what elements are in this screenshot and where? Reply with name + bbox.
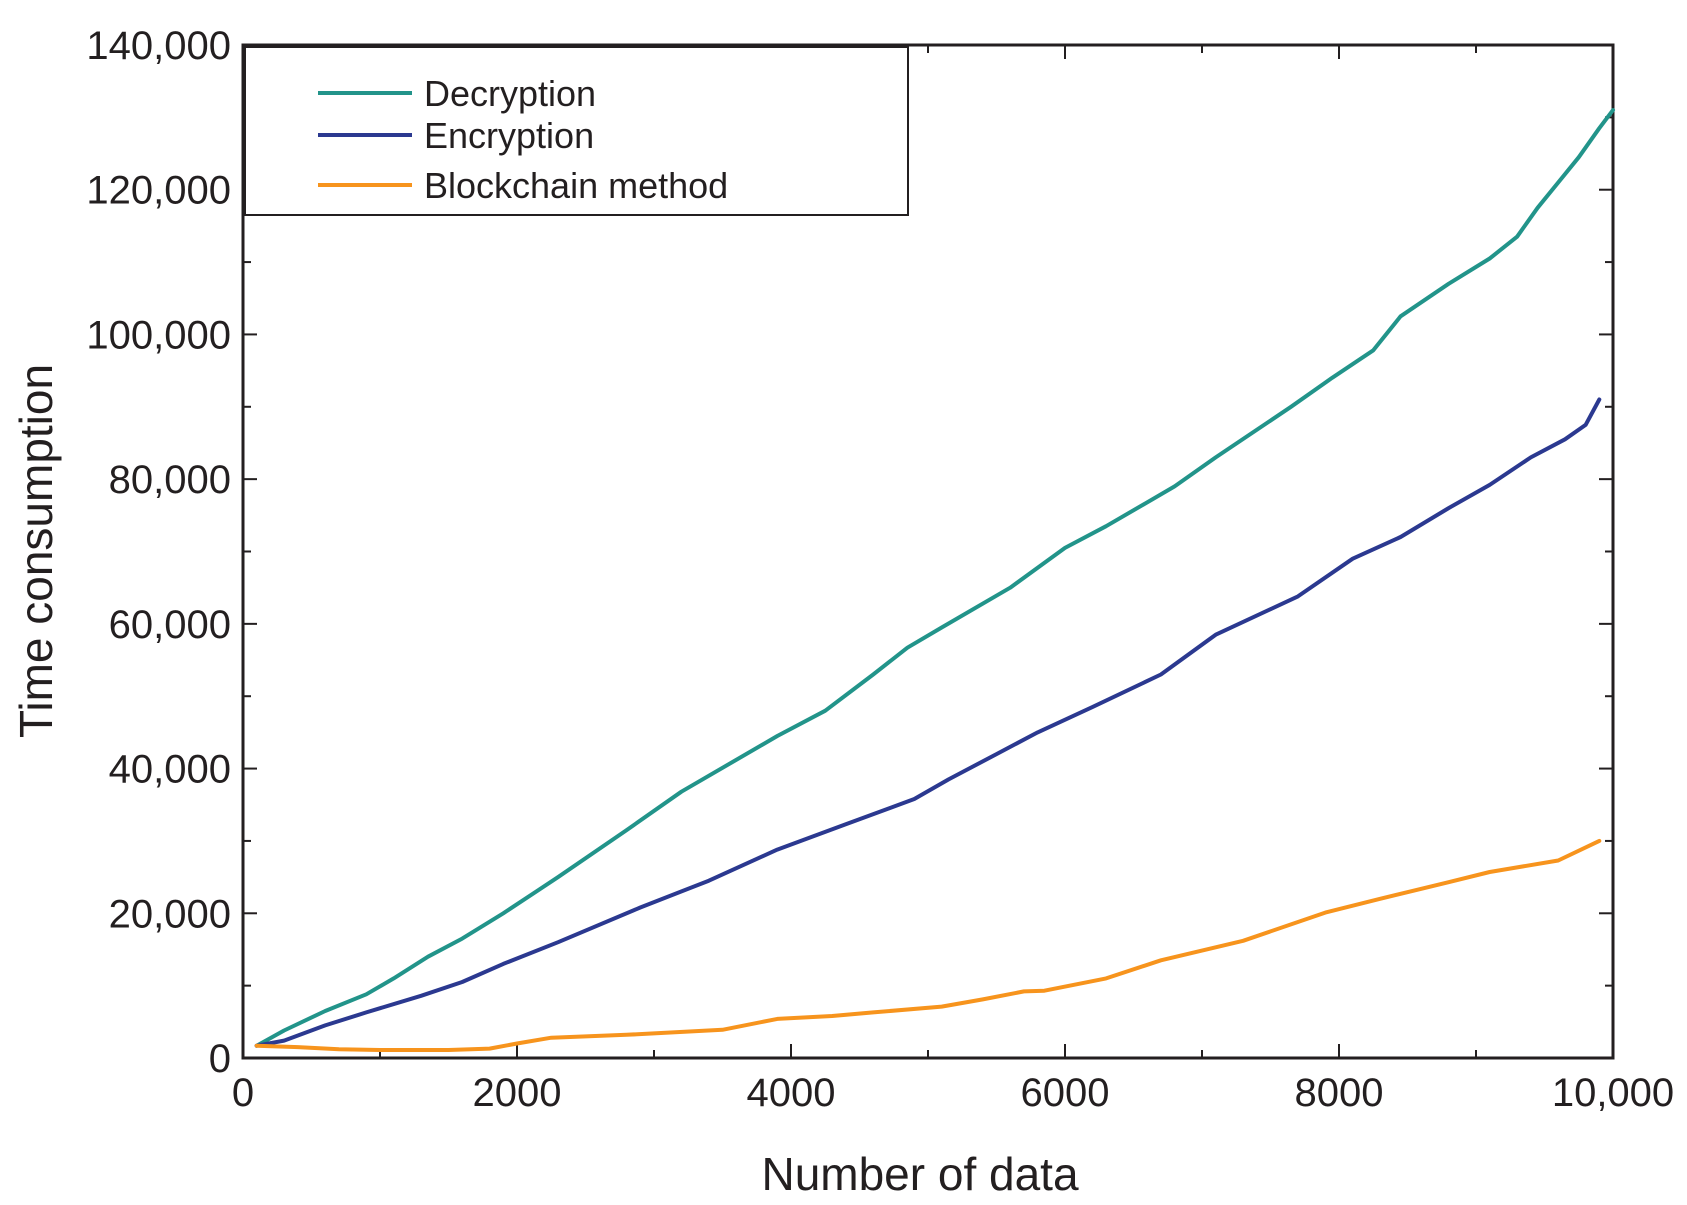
legend-label-decryption: Decryption (424, 73, 596, 114)
series-line-decryption (254, 108, 1615, 1048)
y-tick-label: 20,000 (109, 892, 231, 936)
series-line-blockchain-method (254, 838, 1602, 1052)
legend-label-blockchain-method: Blockchain method (424, 165, 728, 206)
y-axis-ticks: 0 20,000 40,000 60,000 80,000 100,000 120,000 1… (86, 24, 1613, 1081)
x-tick-label: 8000 (1295, 1071, 1384, 1115)
legend-label-encryption: Encryption (424, 115, 594, 156)
x-tick-label: 10,000 (1552, 1071, 1674, 1115)
series-layer (254, 108, 1615, 1052)
y-tick-label: 140,000 (86, 24, 231, 68)
y-tick-label: 100,000 (86, 313, 231, 357)
y-axis-title: Time consumption (10, 364, 62, 738)
y-tick-label: 120,000 (86, 169, 231, 213)
y-tick-label: 60,000 (109, 603, 231, 647)
x-tick-label: 6000 (1021, 1071, 1110, 1115)
x-tick-label: 2000 (473, 1071, 562, 1115)
x-axis-title: Number of data (761, 1148, 1078, 1200)
y-tick-label: 40,000 (109, 748, 231, 792)
x-tick-label: 4000 (747, 1071, 836, 1115)
x-tick-label: 0 (232, 1071, 254, 1115)
series-line-encryption (254, 397, 1602, 1048)
y-tick-label: 0 (209, 1037, 231, 1081)
x-axis-ticks: 0 2000 4000 6000 8000 10,000 (232, 45, 1674, 1115)
y-tick-label: 80,000 (109, 458, 231, 502)
